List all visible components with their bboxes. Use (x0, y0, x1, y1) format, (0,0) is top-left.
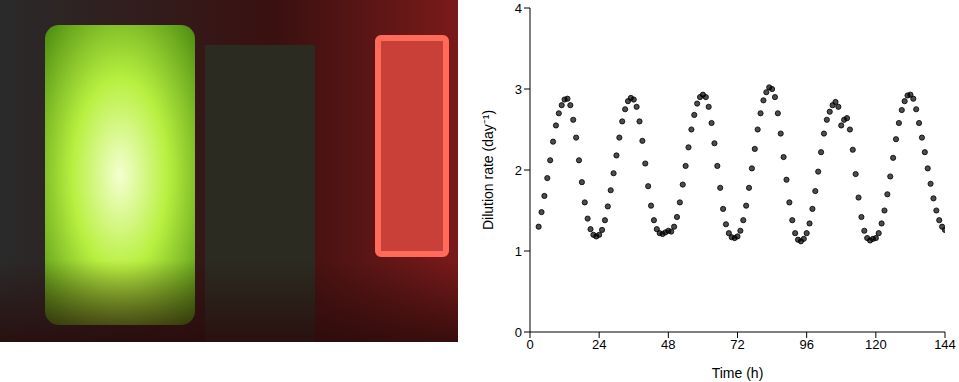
svg-text:96: 96 (799, 337, 813, 352)
svg-text:2: 2 (515, 163, 522, 178)
svg-text:4: 4 (515, 1, 522, 16)
svg-text:Time (h): Time (h) (712, 365, 764, 381)
svg-text:0: 0 (515, 325, 522, 340)
svg-text:Dilution rate (day⁻¹): Dilution rate (day⁻¹) (480, 110, 496, 230)
svg-text:144: 144 (934, 337, 956, 352)
svg-text:3: 3 (515, 82, 522, 97)
svg-text:120: 120 (865, 337, 887, 352)
svg-text:72: 72 (730, 337, 744, 352)
svg-text:24: 24 (592, 337, 606, 352)
svg-text:1: 1 (515, 244, 522, 259)
svg-text:48: 48 (661, 337, 675, 352)
svg-text:0: 0 (526, 337, 533, 352)
